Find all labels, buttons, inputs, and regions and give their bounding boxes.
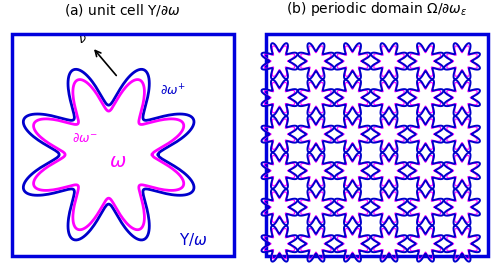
Text: $\omega$: $\omega$ xyxy=(110,152,127,171)
Text: (a) unit cell $\Upsilon/\partial\omega$: (a) unit cell $\Upsilon/\partial\omega$ xyxy=(64,2,181,18)
Text: $\partial\omega^{+}$: $\partial\omega^{+}$ xyxy=(160,83,186,99)
Text: $\Upsilon/\omega$: $\Upsilon/\omega$ xyxy=(179,231,208,248)
Text: $\partial\omega^{-}$: $\partial\omega^{-}$ xyxy=(72,132,98,145)
Text: (b) periodic domain $\Omega/\partial\omega_{\varepsilon}$: (b) periodic domain $\Omega/\partial\ome… xyxy=(286,0,468,18)
Text: $\nu$: $\nu$ xyxy=(78,33,86,46)
